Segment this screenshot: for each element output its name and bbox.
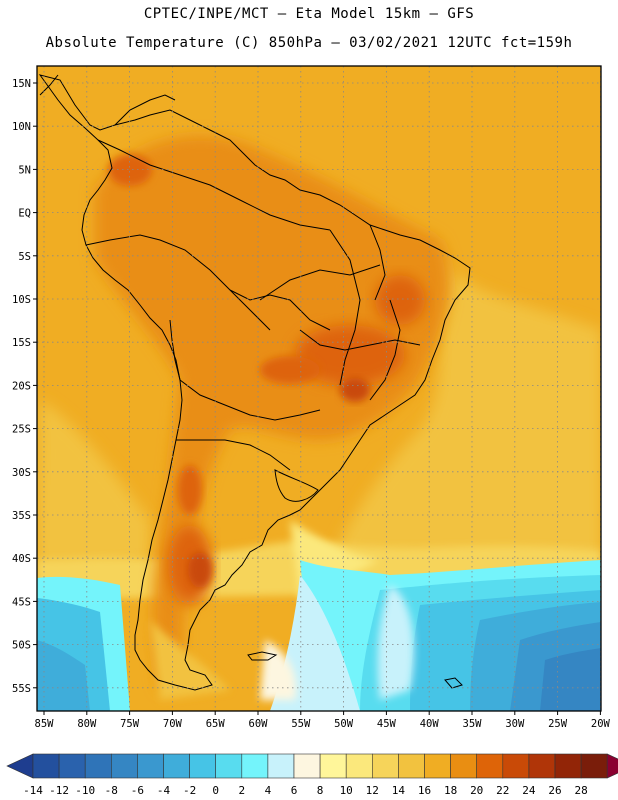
lat-tick-label: 45S bbox=[12, 596, 31, 608]
colorbar-swatch bbox=[398, 753, 425, 779]
colorbar-tick-label: 16 bbox=[418, 784, 431, 797]
colorbar-tick-label: -10 bbox=[75, 784, 95, 797]
coastlines bbox=[38, 74, 471, 691]
latitude-axis: 15N 10N 5N EQ 5S 10S 15S 20S 25S 30S 35S 40S 45S 50S 5… bbox=[12, 78, 37, 695]
colorbar-tick-label: 4 bbox=[265, 784, 272, 797]
colorbar-tick-label: 22 bbox=[496, 784, 509, 797]
colorbar-tick-label: -6 bbox=[131, 784, 144, 797]
colorbar-swatch bbox=[424, 753, 451, 779]
lat-tick-label: 50S bbox=[12, 640, 31, 652]
colorbar-tick-label: -14 bbox=[23, 784, 43, 797]
colorbar-swatch bbox=[32, 753, 60, 779]
lat-tick-label: 5S bbox=[18, 251, 31, 263]
colorbar-swatch bbox=[111, 753, 138, 779]
colorbar-tick-label: 0 bbox=[212, 784, 219, 797]
longitude-axis: 85W 80W 75W 70W 65W 60W 55W 50W 45W 40W 35W 30W 25W 2… bbox=[35, 711, 611, 730]
lat-tick-label: EQ bbox=[18, 208, 31, 220]
colorbar bbox=[6, 753, 618, 779]
lon-tick-label: 45W bbox=[377, 718, 397, 730]
colorbar-tick-label: 12 bbox=[366, 784, 379, 797]
map-title-line1: CPTEC/INPE/MCT – Eta Model 15km – GFS bbox=[143, 6, 475, 22]
lat-tick-label: 15S bbox=[12, 337, 31, 349]
lon-tick-label: 50W bbox=[334, 718, 354, 730]
lat-tick-label: 20S bbox=[12, 380, 31, 392]
colorbar-swatch bbox=[371, 753, 399, 779]
colorbar-tick-label: -4 bbox=[157, 784, 171, 797]
colorbar-tick-label: -2 bbox=[183, 784, 196, 797]
colorbar-swatch bbox=[319, 753, 347, 779]
lon-tick-label: 20W bbox=[591, 718, 611, 730]
colorbar-swatch bbox=[58, 753, 86, 779]
colorbar-left-arrow bbox=[6, 753, 34, 779]
colorbar-tick-label: 24 bbox=[522, 784, 536, 797]
colorbar-tick-labels: -14 -12 -10 -8 -6 -4 -2 0 2 4 6 8 10 12 14 16 18 20 22 24 26… bbox=[23, 784, 588, 797]
lon-tick-label: 75W bbox=[120, 718, 140, 730]
lat-tick-label: 10S bbox=[12, 294, 31, 306]
lon-tick-label: 70W bbox=[163, 718, 183, 730]
colorbar-tick-label: 14 bbox=[392, 784, 406, 797]
lon-tick-label: 80W bbox=[77, 718, 97, 730]
lon-tick-label: 65W bbox=[206, 718, 226, 730]
colorbar-swatch bbox=[554, 753, 582, 779]
colorbar-tick-label: 20 bbox=[470, 784, 483, 797]
colorbar-swatch bbox=[137, 753, 164, 779]
colorbar-swatch bbox=[476, 753, 504, 779]
colorbar-swatch bbox=[580, 753, 608, 779]
lon-tick-label: 60W bbox=[249, 718, 269, 730]
colorbar-swatch bbox=[241, 753, 269, 779]
colorbar-swatch bbox=[450, 753, 478, 779]
map-title-line2: Absolute Temperature (C) 850hPa – 03/02/… bbox=[45, 35, 573, 51]
lon-tick-label: 55W bbox=[291, 718, 311, 730]
lon-tick-label: 25W bbox=[548, 718, 568, 730]
lat-tick-label: 5N bbox=[18, 164, 31, 176]
colorbar-swatch bbox=[293, 753, 321, 779]
lon-tick-label: 40W bbox=[420, 718, 440, 730]
colorbar-tick-label: 18 bbox=[444, 784, 457, 797]
lon-tick-label: 85W bbox=[35, 718, 55, 730]
lat-tick-label: 30S bbox=[12, 467, 31, 479]
colorbar-swatch bbox=[345, 753, 373, 779]
colorbar-swatch bbox=[267, 753, 295, 779]
colorbar-swatch bbox=[215, 753, 243, 779]
lat-tick-label: 15N bbox=[12, 78, 31, 90]
lon-tick-label: 35W bbox=[463, 718, 483, 730]
lat-tick-label: 35S bbox=[12, 510, 31, 522]
colorbar-tick-label: 8 bbox=[317, 784, 324, 797]
colorbar-swatch bbox=[528, 753, 556, 779]
colorbar-tick-label: 28 bbox=[574, 784, 587, 797]
lat-tick-label: 25S bbox=[12, 424, 31, 436]
colorbar-tick-label: 10 bbox=[340, 784, 353, 797]
lat-lon-grid bbox=[37, 66, 601, 711]
colorbar-swatch bbox=[502, 753, 530, 779]
colorbar-swatch bbox=[189, 753, 217, 779]
map-frame bbox=[36, 65, 602, 712]
colorbar-swatch bbox=[163, 753, 190, 779]
lat-tick-label: 40S bbox=[12, 553, 31, 565]
colorbar-right-arrow bbox=[606, 753, 618, 779]
colorbar-tick-label: -8 bbox=[105, 784, 118, 797]
lat-tick-label: 55S bbox=[12, 683, 31, 695]
colorbar-tick-label: -12 bbox=[49, 784, 69, 797]
colorbar-tick-label: 26 bbox=[548, 784, 561, 797]
temperature-field bbox=[37, 66, 601, 711]
colorbar-swatch bbox=[84, 753, 112, 779]
colorbar-tick-label: 2 bbox=[238, 784, 245, 797]
lon-tick-label: 30W bbox=[505, 718, 525, 730]
colorbar-tick-label: 6 bbox=[291, 784, 298, 797]
lat-tick-label: 10N bbox=[12, 121, 31, 133]
